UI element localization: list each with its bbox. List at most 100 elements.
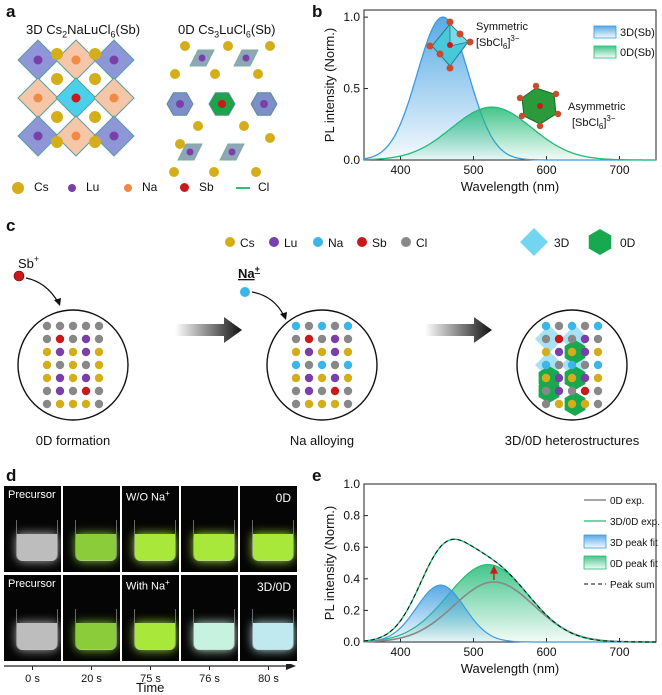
- center-atom: [218, 100, 226, 108]
- time-label: 76 s: [199, 673, 220, 685]
- atom-na: [593, 360, 603, 370]
- cs-atom: [210, 69, 220, 79]
- inset-symmetric-label: Symmetric: [476, 21, 528, 33]
- photo-1-3: [181, 575, 238, 661]
- atom-lu: [55, 373, 65, 383]
- center-atom: [260, 100, 268, 108]
- cs-atom: [51, 73, 63, 85]
- atom-lu: [55, 347, 65, 357]
- legend-dot-cl: [401, 237, 411, 247]
- atom-lu: [580, 347, 590, 357]
- beaker-liquid: [76, 623, 116, 650]
- atom-cl: [81, 321, 91, 331]
- photo-0-1: [63, 486, 120, 572]
- beaker-liquid: [17, 623, 57, 650]
- center-atom: [109, 131, 119, 141]
- atom-cl: [94, 334, 104, 344]
- y-tick-label: 1.0: [343, 477, 360, 491]
- atom-cs: [580, 399, 590, 409]
- legend-label-2: 3D peak fit: [610, 538, 658, 549]
- cs-atom: [170, 69, 180, 79]
- cs-atom: [193, 121, 203, 131]
- atom-cl: [94, 386, 104, 396]
- legend-label: Sb: [199, 180, 214, 194]
- center-atom: [71, 55, 81, 65]
- panel-b-chart: 400 500 600 700 0.0 0.5 1.0 Wavelength (nm) PL i…: [322, 9, 657, 194]
- atom-dot-icon: [12, 181, 24, 194]
- atom-cl: [291, 386, 301, 396]
- process-arrow-icon: [175, 317, 242, 343]
- legend-dot-lu: [269, 237, 279, 247]
- panel-d-label: d: [6, 466, 17, 485]
- atom-na: [291, 360, 301, 370]
- structure-3d: [17, 39, 135, 157]
- atom-cl: [94, 399, 104, 409]
- x-tick-label: 400: [390, 645, 410, 659]
- y-tick-label: 0.2: [343, 603, 360, 617]
- x-tick-label: 600: [536, 645, 556, 659]
- atom-cs: [541, 373, 551, 383]
- atom-lu: [330, 373, 340, 383]
- cs-atom: [51, 136, 63, 148]
- x-axis-label: Wavelength (nm): [461, 179, 560, 194]
- atom-cl: [317, 386, 327, 396]
- atom-cs: [343, 347, 353, 357]
- atom-cl: [593, 334, 603, 344]
- center-atom: [109, 93, 119, 103]
- legend-label-lu: Lu: [284, 236, 297, 250]
- panel-c-label: c: [6, 216, 16, 235]
- center-atom: [71, 93, 81, 103]
- atom-lu: [81, 347, 91, 357]
- photo-1-4: 3D/0D: [240, 575, 297, 661]
- atom-na: [593, 321, 603, 331]
- center-atom: [71, 131, 81, 141]
- atom-cs: [68, 347, 78, 357]
- beaker-liquid: [253, 623, 293, 650]
- atom-lu: [580, 373, 590, 383]
- atom-cl: [68, 321, 78, 331]
- photo-0-4: 0D: [240, 486, 297, 572]
- legend-label-cs: Cs: [240, 236, 255, 250]
- panel-e-chart: 400 500 600 700 0.0 0.2 0.4 0.6 0.8 1.0 Wavelength…: [322, 477, 660, 676]
- atom-lu: [304, 373, 314, 383]
- cs-atom: [239, 121, 249, 131]
- photo-caption: Precursor: [8, 578, 56, 590]
- legend-swatch: [593, 25, 617, 39]
- y-tick-label: 0.0: [343, 635, 360, 649]
- cl-atom: [536, 122, 544, 130]
- legend-item-lu: Lu: [68, 180, 99, 194]
- cs-atom: [51, 111, 63, 123]
- beaker-icon: [16, 520, 58, 561]
- legend-dot-na: [313, 237, 323, 247]
- legend-swatch: [583, 534, 607, 549]
- atom-sb: [554, 334, 564, 344]
- symmetric-octahedron-inset: [426, 18, 474, 72]
- legend-label: Lu: [86, 180, 100, 194]
- center-atom: [109, 55, 119, 65]
- photo-0-0: Precursor: [4, 486, 61, 572]
- atom-cl: [567, 386, 577, 396]
- inset-asymmetric-formula: [SbCl6]3−: [572, 114, 616, 131]
- bond-line-icon: [236, 186, 250, 189]
- beaker-liquid: [194, 623, 234, 650]
- x-tick-label: 500: [463, 163, 483, 177]
- cs-atom: [175, 139, 185, 149]
- atom-dot-icon: [124, 183, 132, 192]
- atom-cl: [567, 334, 577, 344]
- cs-atom: [209, 167, 219, 177]
- atom-cl: [343, 386, 353, 396]
- na-ion: [240, 287, 250, 297]
- photo-caption: With Na+: [126, 578, 170, 593]
- panel-a-label: a: [6, 2, 16, 21]
- atom-na: [343, 321, 353, 331]
- x-tick-label: 700: [609, 645, 629, 659]
- atom-lu: [554, 386, 564, 396]
- panel-d-photos: Precursor W/O Na+ 0D Precursor With Na+ 3D/0D…: [0, 486, 300, 695]
- arrow-head-icon: [54, 298, 61, 306]
- panel-e-label: e: [312, 466, 322, 485]
- beaker-liquid: [253, 534, 293, 561]
- y-tick-label: 0.5: [343, 82, 360, 96]
- asymmetric-octahedron-inset: [516, 82, 562, 130]
- legend-label: Na: [142, 180, 158, 194]
- atom-lu: [580, 334, 590, 344]
